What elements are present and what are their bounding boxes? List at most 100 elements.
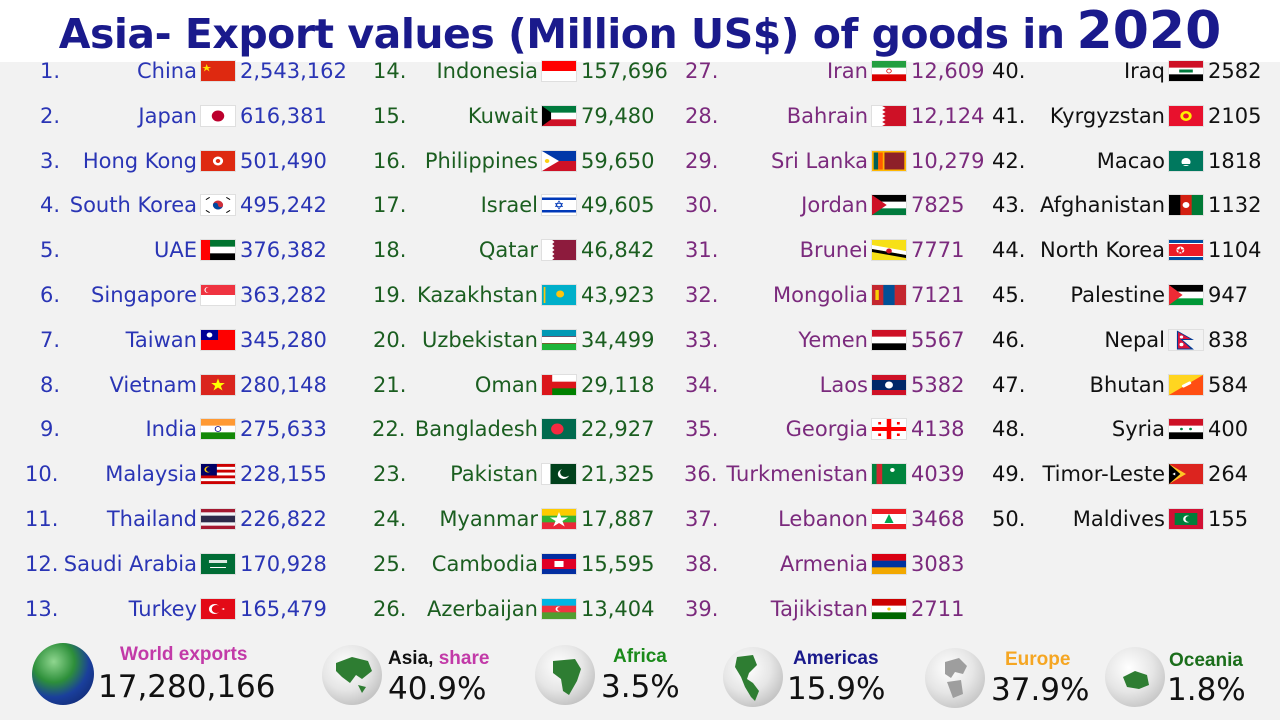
il-flag-icon xyxy=(541,194,577,216)
export-value: 157,696 xyxy=(581,59,668,83)
export-value: 10,279 xyxy=(911,149,985,173)
in-flag-icon xyxy=(200,418,236,440)
af-flag-icon xyxy=(1168,194,1204,216)
mn-flag-icon xyxy=(871,284,907,306)
export-value: 7771 xyxy=(911,238,965,262)
country-name: Bangladesh xyxy=(414,417,538,441)
country-name: UAE xyxy=(153,238,197,262)
ranking-row: 35. Georgia 4138 xyxy=(0,409,1280,449)
rank-number: 11. xyxy=(25,507,59,531)
export-value: 5382 xyxy=(911,373,965,397)
europe-share-value: 37.9% xyxy=(991,672,1090,708)
export-value: 2105 xyxy=(1208,104,1262,128)
export-value: 1818 xyxy=(1208,149,1262,173)
country-name: Indonesia xyxy=(436,59,538,83)
am-flag-icon xyxy=(871,553,907,575)
country-name: Vietnam xyxy=(109,373,197,397)
rank-number: 12. xyxy=(25,552,59,576)
kh-flag-icon xyxy=(541,553,577,575)
export-value: 29,118 xyxy=(581,373,655,397)
rank-number: 32. xyxy=(685,283,719,307)
ranking-row: 19. Kazakhstan 43,923 xyxy=(0,275,1280,315)
country-name: Maldives xyxy=(1072,507,1165,531)
country-name: Oman xyxy=(474,373,538,397)
ranking-row: 33. Yemen 5567 xyxy=(0,320,1280,360)
rank-number: 34. xyxy=(685,373,719,397)
rank-number: 42. xyxy=(992,149,1026,173)
country-name: Pakistan xyxy=(450,462,538,486)
page-title: Asia- Export values (Million US$) of goo… xyxy=(0,0,1280,62)
rank-number: 29. xyxy=(685,149,719,173)
ranking-row: 11. Thailand 226,822 xyxy=(0,499,1280,539)
rank-number: 26. xyxy=(373,597,407,621)
country-name: Kyrgyzstan xyxy=(1049,104,1165,128)
export-value: 21,325 xyxy=(581,462,655,486)
export-value: 165,479 xyxy=(240,597,327,621)
tr-flag-icon xyxy=(200,598,236,620)
ae-flag-icon xyxy=(200,239,236,261)
ranking-row: 34. Laos 5382 xyxy=(0,365,1280,405)
mv-flag-icon xyxy=(1168,508,1204,530)
ranking-row: 25. Cambodia 15,595 xyxy=(0,544,1280,584)
export-value: 170,928 xyxy=(240,552,327,576)
tm-flag-icon xyxy=(871,463,907,485)
ranking-row: 44. North Korea 1104 xyxy=(0,230,1280,270)
bn-flag-icon xyxy=(871,239,907,261)
rank-number: 27. xyxy=(685,59,719,83)
rank-number: 7. xyxy=(40,328,61,352)
export-value: 17,887 xyxy=(581,507,655,531)
export-value: 46,842 xyxy=(581,238,655,262)
bh-flag-icon xyxy=(871,105,907,127)
country-name: Afghanistan xyxy=(1039,193,1165,217)
rank-number: 15. xyxy=(373,104,407,128)
africa-share-value: 3.5% xyxy=(601,669,680,705)
asia-globe-icon xyxy=(322,645,382,705)
la-flag-icon xyxy=(871,374,907,396)
export-value: 584 xyxy=(1208,373,1249,397)
np-flag-icon xyxy=(1168,329,1204,351)
export-value: 947 xyxy=(1208,283,1249,307)
country-name: Yemen xyxy=(798,328,868,352)
rank-number: 16. xyxy=(373,149,407,173)
export-value: 43,923 xyxy=(581,283,655,307)
country-name: Israel xyxy=(480,193,538,217)
bt-flag-icon xyxy=(1168,374,1204,396)
rank-number: 33. xyxy=(685,328,719,352)
export-value: 3468 xyxy=(911,507,965,531)
ranking-row: 6. Singapore 363,282 xyxy=(0,275,1280,315)
ranking-row: 42. Macao 1818 xyxy=(0,141,1280,181)
americas-share-stat: Americas 15.9% xyxy=(723,647,903,721)
ranking-row: 15. Kuwait 79,480 xyxy=(0,96,1280,136)
rank-number: 21. xyxy=(373,373,407,397)
ranking-row: 26. Azerbaijan 13,404 xyxy=(0,589,1280,629)
export-value: 12,124 xyxy=(911,104,985,128)
rank-number: 43. xyxy=(992,193,1026,217)
export-value: 376,382 xyxy=(240,238,327,262)
az-flag-icon xyxy=(541,598,577,620)
country-name: Tajikistan xyxy=(770,597,868,621)
ranking-row: 46. Nepal 838 xyxy=(0,320,1280,360)
ranking-row: 7. Taiwan 345,280 xyxy=(0,320,1280,360)
world-exports-stat: World exports 17,280,166 xyxy=(32,643,292,717)
ranking-row: 39. Tajikistan 2711 xyxy=(0,589,1280,629)
rank-number: 38. xyxy=(685,552,719,576)
bd-flag-icon xyxy=(541,418,577,440)
country-name: Sri Lanka xyxy=(770,149,868,173)
ranking-row: 49. Timor-Leste 264 xyxy=(0,454,1280,494)
rank-number: 5. xyxy=(40,238,61,262)
export-value: 7121 xyxy=(911,283,965,307)
oceania-label: Oceania xyxy=(1169,650,1243,671)
cn-flag-icon xyxy=(200,60,236,82)
asia-label-separator: , xyxy=(428,648,439,669)
country-name: Jordan xyxy=(801,193,868,217)
export-value: 495,242 xyxy=(240,193,327,217)
kp-flag-icon xyxy=(1168,239,1204,261)
ranking-row: 31. Brunei 7771 xyxy=(0,230,1280,270)
ranking-row: 18. Qatar 46,842 xyxy=(0,230,1280,270)
country-name: Turkey xyxy=(128,597,197,621)
ranking-row: 4. South Korea 495,242 xyxy=(0,185,1280,225)
ranking-row: 23. Pakistan 21,325 xyxy=(0,454,1280,494)
export-value: 363,282 xyxy=(240,283,327,307)
ranking-row: 40. Iraq 2582 xyxy=(0,51,1280,91)
country-name: North Korea xyxy=(1040,238,1165,262)
